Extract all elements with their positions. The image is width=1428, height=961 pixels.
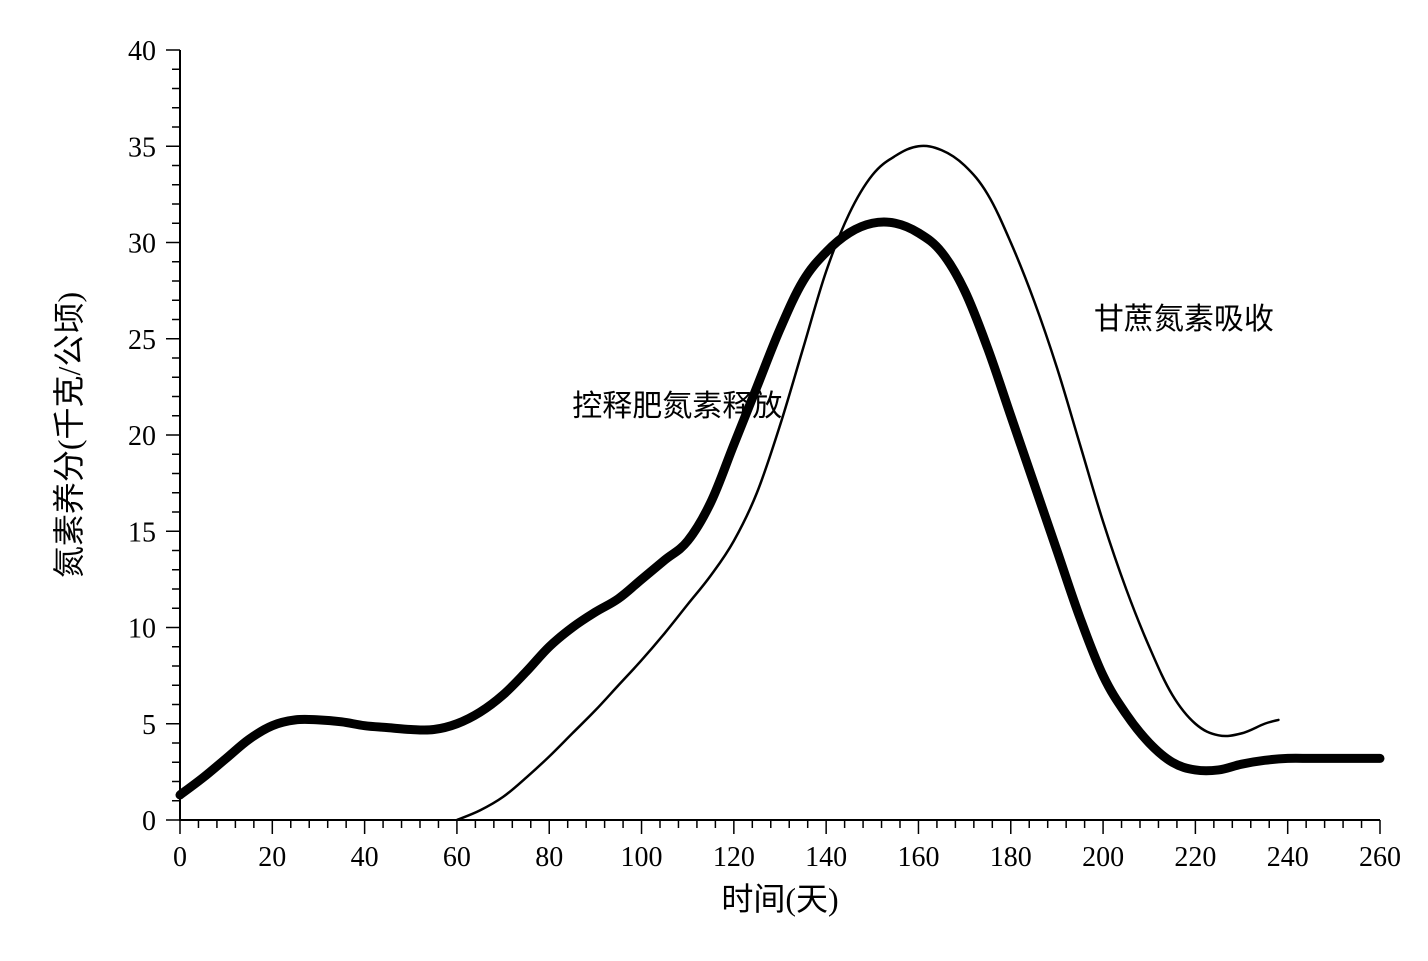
y-tick-label: 5 bbox=[142, 710, 156, 741]
series-label-controlled_release: 控释肥氮素释放 bbox=[572, 390, 782, 423]
line-chart: 0 20 40 60 80 100 120 140 160 180 200 220 240 260 0 5 10… bbox=[20, 20, 1408, 941]
y-axis-label: 氮素养分(千克/公顷) bbox=[51, 292, 87, 578]
y-tick-label: 25 bbox=[128, 325, 156, 356]
x-tick-label: 80 bbox=[535, 842, 563, 873]
y-tick-label: 0 bbox=[142, 806, 156, 837]
y-tick-label: 15 bbox=[128, 517, 156, 548]
x-tick-label: 240 bbox=[1267, 842, 1309, 873]
axes bbox=[180, 50, 1380, 820]
series-label-sugarcane_uptake: 甘蔗氮素吸收 bbox=[1094, 303, 1274, 336]
chart-container: 0 20 40 60 80 100 120 140 160 180 200 220 240 260 0 5 10… bbox=[20, 20, 1408, 941]
x-tick-label: 160 bbox=[897, 842, 939, 873]
y-tick-label: 10 bbox=[128, 614, 156, 645]
x-tick-label: 120 bbox=[713, 842, 755, 873]
x-tick-label: 200 bbox=[1082, 842, 1124, 873]
y-tick-label: 30 bbox=[128, 229, 156, 260]
y-tick-label: 35 bbox=[128, 132, 156, 163]
x-tick-label: 140 bbox=[805, 842, 847, 873]
x-tick-label: 60 bbox=[443, 842, 471, 873]
x-tick-label: 260 bbox=[1359, 842, 1401, 873]
x-tick-label: 180 bbox=[990, 842, 1032, 873]
x-tick-label: 0 bbox=[173, 842, 187, 873]
series-sugarcane_uptake bbox=[457, 146, 1279, 820]
y-tick-label: 20 bbox=[128, 421, 156, 452]
x-tick-label: 220 bbox=[1174, 842, 1216, 873]
x-tick-label: 100 bbox=[621, 842, 663, 873]
x-tick-label: 40 bbox=[351, 842, 379, 873]
x-tick-label: 20 bbox=[258, 842, 286, 873]
y-tick-label: 40 bbox=[128, 36, 156, 67]
x-axis-label: 时间(天) bbox=[721, 881, 838, 917]
